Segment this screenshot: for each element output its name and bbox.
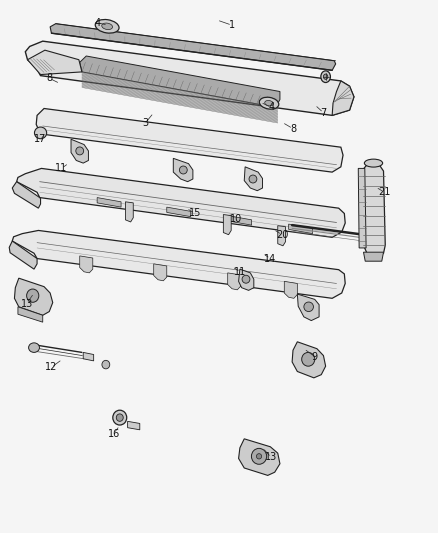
Polygon shape: [12, 182, 41, 208]
Polygon shape: [14, 278, 53, 316]
Polygon shape: [244, 167, 262, 191]
Text: 4: 4: [268, 102, 274, 112]
Polygon shape: [278, 225, 286, 246]
Polygon shape: [80, 256, 93, 273]
Polygon shape: [292, 342, 325, 378]
Polygon shape: [297, 294, 319, 320]
Text: 14: 14: [264, 254, 276, 263]
Text: 17: 17: [33, 134, 46, 144]
Polygon shape: [25, 41, 354, 115]
Text: 7: 7: [320, 108, 327, 118]
Polygon shape: [223, 215, 231, 235]
Polygon shape: [125, 202, 133, 222]
Polygon shape: [332, 81, 354, 115]
Ellipse shape: [113, 410, 127, 425]
Polygon shape: [18, 307, 43, 322]
Polygon shape: [154, 264, 167, 281]
Polygon shape: [12, 230, 345, 298]
Text: 8: 8: [290, 124, 296, 134]
Ellipse shape: [95, 20, 119, 33]
Text: 16: 16: [108, 429, 120, 439]
Polygon shape: [97, 198, 121, 207]
Ellipse shape: [242, 275, 250, 283]
Text: 10: 10: [230, 214, 243, 224]
Ellipse shape: [76, 147, 84, 155]
Text: 21: 21: [378, 187, 391, 197]
Text: 20: 20: [276, 230, 288, 240]
Ellipse shape: [102, 23, 113, 29]
Polygon shape: [239, 269, 254, 290]
Ellipse shape: [302, 352, 315, 366]
Ellipse shape: [28, 343, 39, 352]
Polygon shape: [80, 56, 280, 108]
Polygon shape: [50, 23, 336, 70]
Polygon shape: [284, 281, 297, 298]
Text: 12: 12: [45, 362, 58, 372]
Text: 13: 13: [21, 298, 33, 309]
Ellipse shape: [116, 414, 123, 421]
Polygon shape: [362, 165, 385, 257]
Ellipse shape: [259, 97, 279, 109]
Text: 15: 15: [189, 208, 201, 219]
Ellipse shape: [256, 454, 261, 459]
Ellipse shape: [249, 175, 257, 183]
Ellipse shape: [321, 71, 330, 83]
Ellipse shape: [304, 302, 314, 312]
Text: 4: 4: [94, 18, 100, 28]
Polygon shape: [127, 421, 140, 430]
Polygon shape: [36, 109, 343, 172]
Polygon shape: [28, 50, 82, 75]
Text: 11: 11: [234, 267, 246, 277]
Polygon shape: [71, 139, 88, 163]
Polygon shape: [167, 207, 191, 216]
Text: 13: 13: [265, 453, 277, 463]
Ellipse shape: [35, 127, 47, 139]
Polygon shape: [173, 158, 193, 182]
Polygon shape: [364, 252, 384, 261]
Polygon shape: [9, 241, 37, 269]
Polygon shape: [228, 216, 252, 225]
Polygon shape: [239, 439, 280, 475]
Polygon shape: [289, 224, 313, 233]
Text: 9: 9: [312, 352, 318, 361]
Ellipse shape: [251, 448, 267, 464]
Polygon shape: [358, 168, 366, 248]
Text: 1: 1: [229, 20, 235, 30]
Polygon shape: [228, 273, 241, 290]
Ellipse shape: [323, 74, 328, 79]
Ellipse shape: [364, 159, 383, 167]
Ellipse shape: [180, 166, 187, 174]
Polygon shape: [17, 168, 345, 237]
Text: 3: 3: [142, 118, 148, 128]
Ellipse shape: [27, 289, 39, 302]
Text: 11: 11: [55, 164, 67, 173]
Ellipse shape: [102, 360, 110, 369]
Ellipse shape: [265, 101, 273, 106]
Text: 8: 8: [46, 73, 52, 83]
Polygon shape: [83, 352, 94, 361]
